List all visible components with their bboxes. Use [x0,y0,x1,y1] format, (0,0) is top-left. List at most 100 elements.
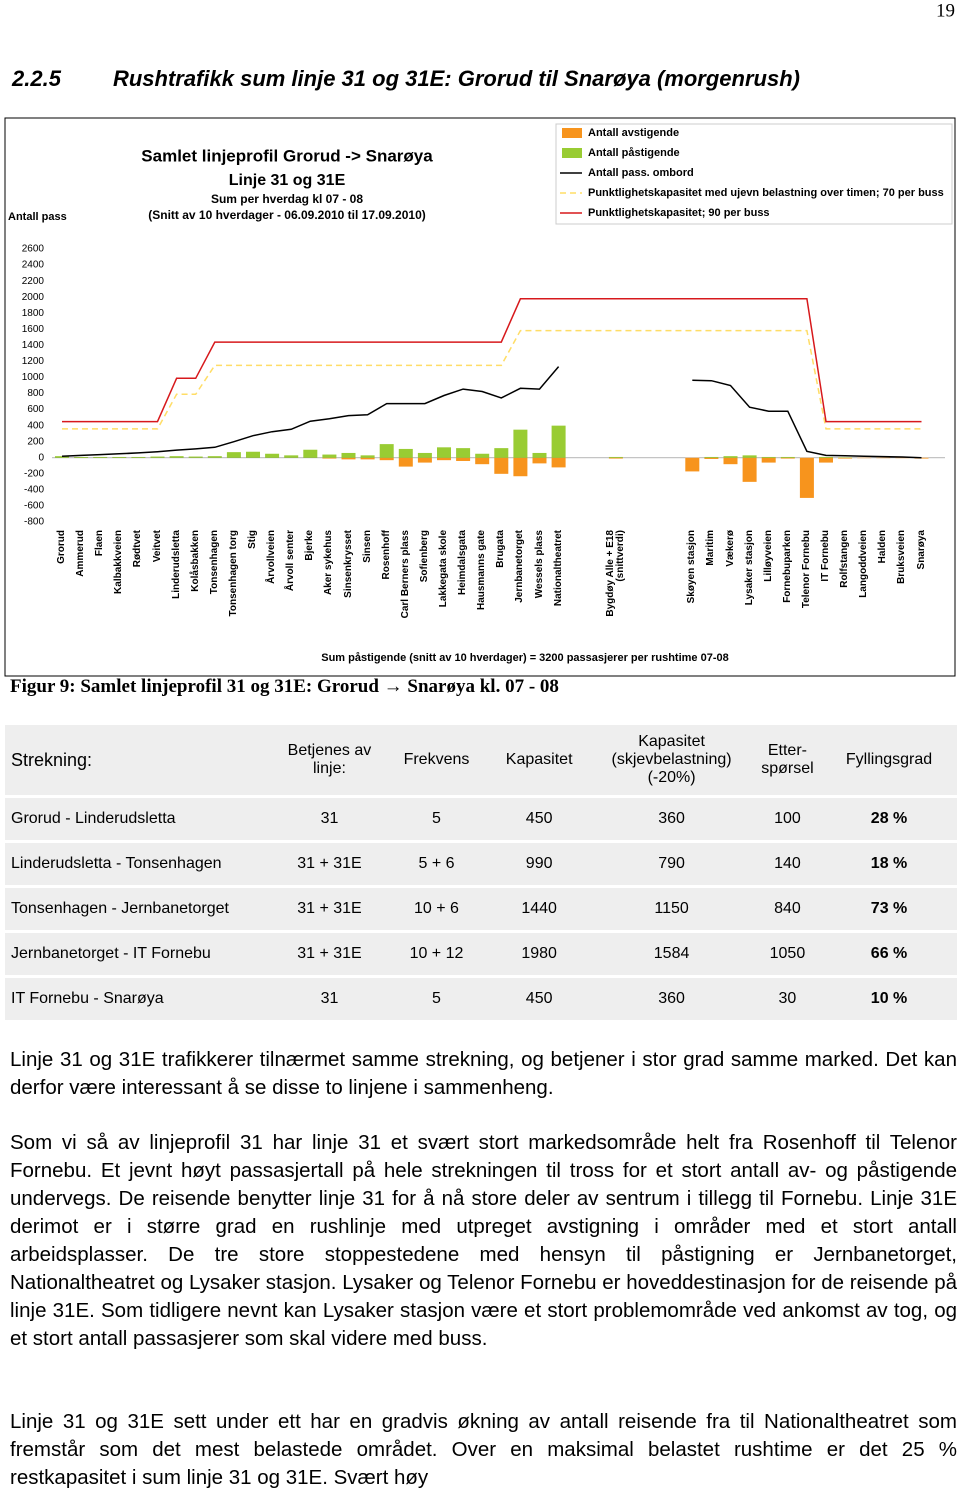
x-tick-label: Lakkegata skole [438,530,449,608]
table-cell: IT Fornebu - Snarøya [5,976,275,1023]
y-tick-label: -600 [24,501,44,512]
bar [780,456,795,458]
y-tick-label: -200 [24,468,44,479]
bar [532,452,547,458]
x-tick-label: Aker sykehus [323,530,335,596]
bar [513,457,528,477]
bar [608,456,623,458]
bar [417,457,432,463]
x-tick-label: Nationaltheatret [552,530,564,607]
bar [55,456,69,458]
x-tick-label: Sofienberg [418,530,430,583]
table-cell: 28 % [821,796,957,843]
table-cell: Tonsenhagen - Jernbanetorget [5,886,275,933]
x-tick-label: Lysaker stasjon [743,530,755,606]
table-cell: 450 [488,976,590,1023]
table-cell: 1980 [488,931,590,978]
legend-swatch [562,148,582,158]
table-cell: 30 [753,976,822,1023]
y-tick-label: 2200 [22,276,45,287]
table-cell: Linderudsletta - Tonsenhagen [5,841,275,888]
legend-label: Antall pass. ombord [588,167,694,179]
table-row: Linderudsletta - Tonsenhagen 31 + 31E 5 + … [5,841,957,888]
y-tick-label: 2000 [22,292,45,303]
bar [704,457,719,459]
y-tick-label: -400 [24,485,44,496]
heading: 2.2.5 Rushtrafikk sum linje 31 og 31E: Gr… [12,66,800,92]
table-cell: 990 [488,841,590,888]
x-tick-label: IT Fornebu [820,530,831,582]
bar [723,457,738,465]
page-number: 19 [936,0,955,21]
bar [838,457,853,459]
y-tick-label: 400 [27,420,44,431]
table-body: Grorud - Linderudsletta 31 5 450 360 100 28 % L… [5,796,957,1023]
x-tick-label: Årvoll senter [285,530,297,592]
bar [723,456,738,458]
y-tick-label: 2400 [22,260,45,271]
bar [207,456,222,458]
bar [360,455,375,458]
table-cell: 31 + 31E [274,841,385,888]
x-tick-label: Bjerke [304,530,316,561]
series-line [61,366,922,459]
table-cell: 790 [589,841,754,888]
legend-label: Antall påstigende [588,147,680,159]
x-tick-label: Fornebuparken [781,530,793,603]
heading-number: 2.2.5 [12,66,61,91]
bar [780,457,795,459]
table-cell: 1050 [753,931,822,978]
legend-frame [555,123,953,225]
table-cell: 1584 [589,931,754,978]
x-tick-label: Veitvet [151,530,163,563]
x-tick-label: Rolfstangen [839,530,851,588]
x-tick-label: Sinsen [361,530,373,563]
table-cell: 140 [753,841,822,888]
bar [131,456,146,458]
table-cell: 1150 [589,886,754,933]
bar [437,447,451,458]
bar [742,457,757,482]
table-cell: 31 [274,976,385,1023]
heading-title: Rushtrafikk sum linje 31 og 31E: Grorud … [112,66,800,91]
bar [742,455,757,458]
bar [360,457,375,460]
table-cell: 18 % [821,841,957,888]
table-row: Tonsenhagen - Jernbanetorget 31 + 31E 10 +… [5,886,957,933]
x-tick-label: Flaen [94,530,106,557]
bar [188,456,203,458]
x-tick-label: Grorud [56,530,67,564]
y-tick-label: 200 [27,436,44,447]
caption: Figur 9: Samlet linjeprofil 31 og 31E: G… [10,676,559,697]
bar [284,455,299,458]
table-header-cell: Kapasitet [488,725,590,798]
bar [112,456,127,458]
table-header-cell: Kapasitet (skjevbelastning) (-20%) [589,725,754,798]
table-header-cell: Strekning: [5,725,275,798]
x-tick-label: Brugata [495,530,507,568]
x-tick-label: Linderudsletta [170,530,182,599]
bar [494,448,509,458]
table: Strekning: Betjenes av linje: Frekvens Kapa… [5,725,957,1023]
bar [819,456,833,458]
chart-subtitle: (Snitt av 10 hverdager - 06.09.2010 til … [148,208,426,222]
x-tick-label: Stig [247,530,258,549]
table-cell: Jernbanetorget - IT Fornebu [5,931,275,978]
x-tick-label: Lilløyveien [762,530,774,582]
x-tick-label: Rosenhoff [380,530,392,580]
bar [704,456,719,458]
table-header-cell: Betjenes av linje: [274,725,385,798]
x-tick-label: Tonsenhagen [208,530,220,595]
x-tick-label: Telenor Fornebu [800,530,812,609]
y-tick-label: -800 [24,517,44,528]
x-tick-label: Hausmanns gate [476,530,488,611]
legend-label: Antall avstigende [588,127,679,139]
table-header-cell: Etter-spørsel [753,725,822,798]
bar [551,425,566,458]
bar [799,457,814,498]
bar [437,457,451,461]
bar [246,451,260,458]
table-header-cell: Fyllingsgrad [821,725,957,798]
table-cell: 66 % [821,931,957,978]
chart: 19 Samlet linjeprofil Grorud -> Snarøya … [4,0,956,677]
